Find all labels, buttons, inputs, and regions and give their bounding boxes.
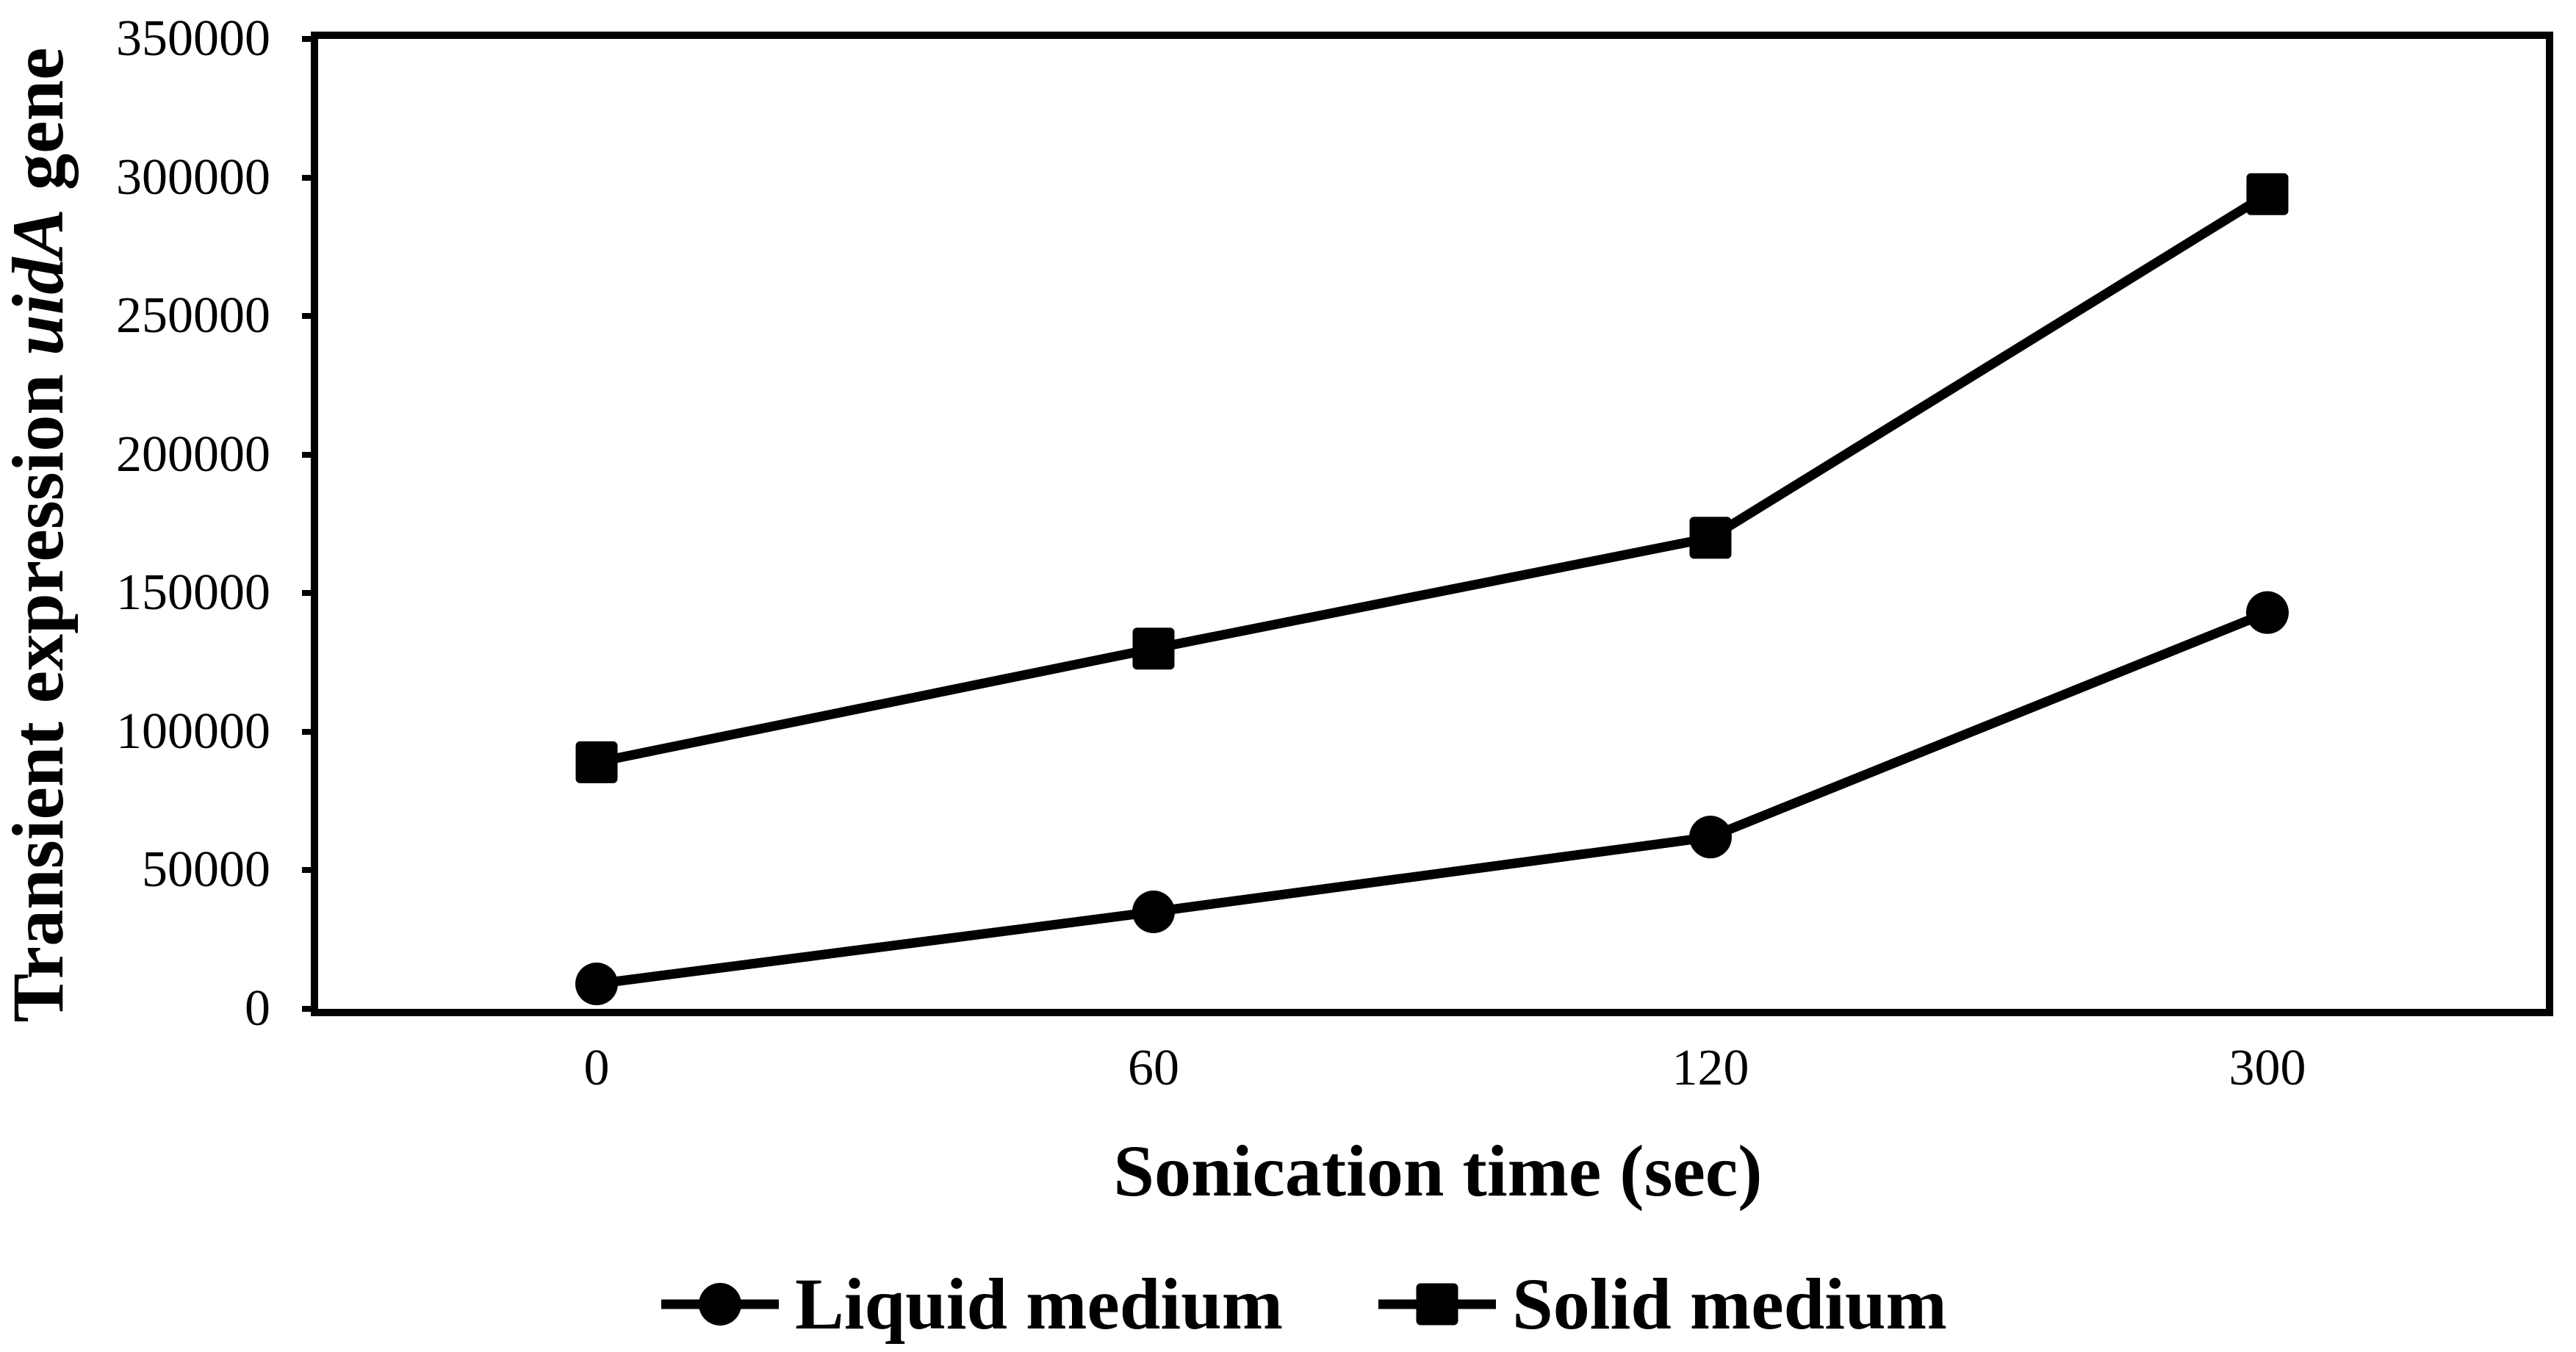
y-tick-label: 250000 <box>116 287 270 345</box>
chart-svg <box>575 173 2289 1006</box>
legend-item-liquid-medium: Liquid medium <box>661 1261 1283 1347</box>
y-tick-label: 0 <box>245 980 270 1037</box>
y-tick-label: 200000 <box>116 425 270 483</box>
y-tick-label: 100000 <box>116 702 270 760</box>
square-marker <box>1132 628 1175 670</box>
circle-marker <box>1689 816 1732 859</box>
legend-label-solid-medium: Solid medium <box>1512 1263 1947 1345</box>
square-marker-icon <box>1378 1283 1496 1326</box>
series-line-solid-medium <box>595 190 2270 767</box>
y-tick-label: 50000 <box>142 841 270 899</box>
x-tick-label: 300 <box>2228 1040 2306 1096</box>
square-marker <box>575 741 618 783</box>
y-axis-title-suffix: gene <box>0 47 79 209</box>
y-tick-label: 300000 <box>116 148 270 206</box>
x-axis-title: Sonication time (sec) <box>1113 1130 1763 1212</box>
circle-marker-icon <box>661 1283 779 1326</box>
square-marker <box>2246 173 2289 215</box>
y-axis-title-gene-italic: uidA <box>0 208 79 356</box>
y-axis-tick <box>302 174 318 181</box>
y-axis-tick <box>302 451 318 458</box>
legend-item-solid-medium: Solid medium <box>1378 1261 1947 1347</box>
square-marker <box>1689 517 1732 559</box>
y-axis-tick <box>302 867 318 874</box>
y-axis-tick <box>302 36 318 42</box>
x-tick-label: 120 <box>1672 1040 1749 1096</box>
y-axis-tick <box>302 1006 318 1012</box>
y-axis-tick <box>302 728 318 735</box>
y-axis-title: Transient expression uidA gene <box>0 48 79 1023</box>
y-axis-tick <box>302 590 318 597</box>
plot-area <box>311 32 2553 1016</box>
legend: Liquid medium Solid medium <box>661 1261 1947 1347</box>
y-axis-tick <box>302 313 318 320</box>
y-tick-label: 150000 <box>116 564 270 622</box>
circle-marker <box>1132 891 1175 933</box>
x-tick-label: 0 <box>583 1040 610 1096</box>
y-tick-label: 350000 <box>116 10 270 67</box>
legend-label-liquid-medium: Liquid medium <box>795 1263 1284 1345</box>
series-line-liquid-medium <box>596 608 2270 989</box>
y-axis-title-prefix: Transient expression <box>0 356 79 1023</box>
x-tick-label: 60 <box>1128 1040 1179 1096</box>
circle-marker <box>575 963 618 1006</box>
circle-marker <box>2246 591 2289 634</box>
